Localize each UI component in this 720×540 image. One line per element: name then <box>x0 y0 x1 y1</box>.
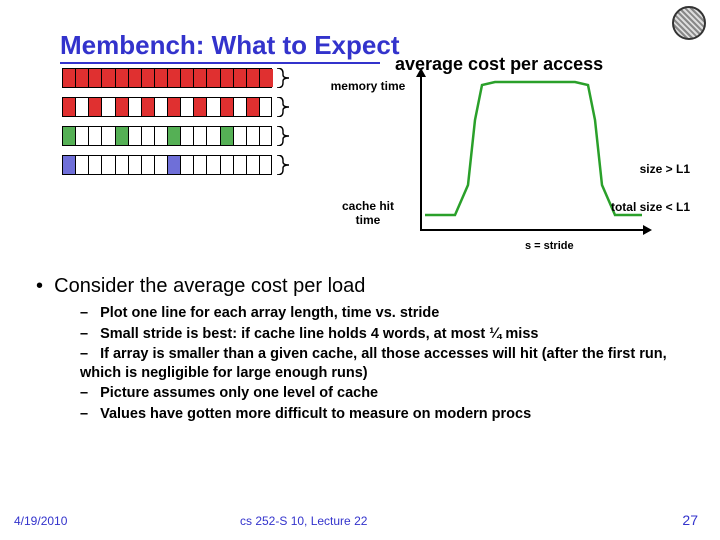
bar-cell <box>76 98 89 116</box>
bar-cell <box>181 69 194 87</box>
row-brace <box>275 126 291 146</box>
bar-cell <box>247 69 260 87</box>
bar-row <box>62 155 272 175</box>
bar-cell <box>63 156 76 174</box>
sub-bullet: –Plot one line for each array length, ti… <box>80 304 684 323</box>
bar-cell <box>221 156 234 174</box>
bar-row <box>62 126 272 146</box>
bar-cell <box>63 98 76 116</box>
bar-cell <box>260 98 273 116</box>
bar-cell <box>194 98 207 116</box>
bar-cell <box>247 156 260 174</box>
bar-cell <box>260 69 273 87</box>
bar-cell <box>207 156 220 174</box>
bar-cell <box>89 69 102 87</box>
bar-cell <box>234 98 247 116</box>
label-stride: s = stride <box>525 240 574 252</box>
bar-cell <box>247 98 260 116</box>
sub-bullet: –If array is smaller than a given cache,… <box>80 345 684 382</box>
sub-bullet: –Picture assumes only one level of cache <box>80 384 684 403</box>
label-cache-hit: cache hit time <box>328 200 408 228</box>
bar-cell <box>102 69 115 87</box>
title-underline <box>60 62 380 64</box>
bar-cell <box>181 156 194 174</box>
bar-cell <box>142 127 155 145</box>
bar-cell <box>260 156 273 174</box>
bar-cell <box>63 127 76 145</box>
bar-cell <box>181 98 194 116</box>
bar-cell <box>221 127 234 145</box>
bar-cell <box>102 156 115 174</box>
bar-cell <box>76 69 89 87</box>
bar-cell <box>142 69 155 87</box>
bar-cell <box>116 127 129 145</box>
bar-cell <box>89 156 102 174</box>
bar-cell <box>116 156 129 174</box>
bar-cell <box>234 69 247 87</box>
bar-cell <box>129 69 142 87</box>
bar-cell <box>168 98 181 116</box>
bar-cell <box>168 156 181 174</box>
bar-cell <box>181 127 194 145</box>
bar-cell <box>155 69 168 87</box>
bar-cell <box>102 98 115 116</box>
bar-cell <box>89 127 102 145</box>
bar-cell <box>207 69 220 87</box>
cost-chart: memory time cache hit time size > L1 tot… <box>300 70 650 245</box>
label-total-lt-l1: total size < L1 <box>611 200 690 214</box>
slide-title: Membench: What to Expect <box>60 30 399 61</box>
bar-cell <box>247 127 260 145</box>
bar-cell <box>168 127 181 145</box>
row-brace <box>275 97 291 117</box>
sub-bullet: –Values have gotten more difficult to me… <box>80 405 684 424</box>
bar-cell <box>142 98 155 116</box>
row-brace <box>275 68 291 88</box>
bar-cell <box>207 98 220 116</box>
bar-cell <box>116 98 129 116</box>
bar-cell <box>76 156 89 174</box>
bar-cell <box>221 98 234 116</box>
bar-cell <box>155 98 168 116</box>
row-brace <box>275 155 291 175</box>
bar-cell <box>89 98 102 116</box>
sub-bullets: –Plot one line for each array length, ti… <box>80 304 684 423</box>
bar-cell <box>116 69 129 87</box>
slide-number: 27 <box>682 512 698 528</box>
bar-cell <box>221 69 234 87</box>
bar-row <box>62 68 272 88</box>
bar-cell <box>207 127 220 145</box>
bar-cell <box>194 69 207 87</box>
bar-cell <box>194 156 207 174</box>
bar-cell <box>168 69 181 87</box>
bar-cell <box>129 98 142 116</box>
main-bullet-text: Consider the average cost per load <box>54 275 365 297</box>
bar-cell <box>102 127 115 145</box>
bar-cell <box>155 127 168 145</box>
bar-cell <box>155 156 168 174</box>
footer-lecture: cs 252-S 10, Lecture 22 <box>240 514 367 528</box>
main-bullet: • Consider the average cost per load <box>36 275 684 298</box>
bar-cell <box>76 127 89 145</box>
stride-bars <box>62 68 272 184</box>
footer-date: 4/19/2010 <box>14 514 67 528</box>
sub-bullet: –Small stride is best: if cache line hol… <box>80 325 684 344</box>
bar-cell <box>142 156 155 174</box>
seal-logo <box>672 6 706 40</box>
bar-cell <box>129 127 142 145</box>
bar-cell <box>260 127 273 145</box>
bar-cell <box>63 69 76 87</box>
bar-cell <box>129 156 142 174</box>
label-memory-time: memory time <box>328 80 408 94</box>
bar-cell <box>234 156 247 174</box>
label-size-gt-l1: size > L1 <box>640 162 690 176</box>
bar-row <box>62 97 272 117</box>
bar-cell <box>234 127 247 145</box>
bar-cell <box>194 127 207 145</box>
bullet-list: • Consider the average cost per load –Pl… <box>36 275 684 425</box>
